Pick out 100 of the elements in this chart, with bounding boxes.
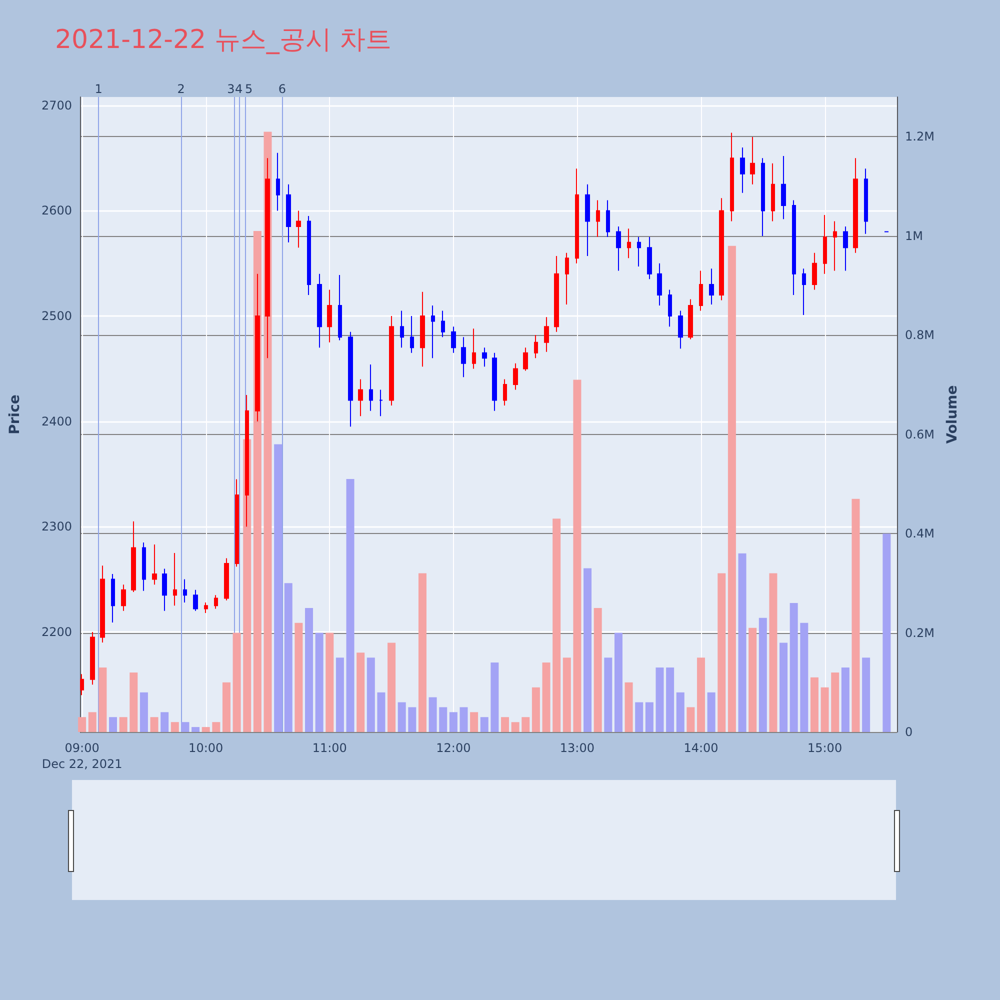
candlestick bbox=[162, 568, 167, 612]
candlestick bbox=[193, 589, 198, 612]
bar bbox=[428, 697, 437, 732]
bar bbox=[758, 618, 767, 732]
candlestick bbox=[276, 152, 280, 212]
y-tick-label: 2300 bbox=[41, 520, 72, 534]
candlestick bbox=[771, 162, 775, 222]
y2-tick-label: 0.6M bbox=[905, 427, 934, 442]
candlestick bbox=[812, 252, 817, 290]
candlestick bbox=[802, 268, 806, 316]
bar bbox=[170, 722, 179, 732]
bar bbox=[594, 608, 602, 732]
candlestick bbox=[327, 289, 332, 343]
y-tick-label: 2600 bbox=[41, 204, 72, 218]
bar bbox=[470, 712, 478, 732]
bar bbox=[542, 662, 550, 732]
candlestick bbox=[554, 256, 559, 332]
y2-tick-label: 0 bbox=[905, 725, 913, 739]
candlestick bbox=[338, 274, 342, 341]
candlestick bbox=[688, 298, 693, 340]
candlestick bbox=[740, 147, 745, 194]
bar bbox=[480, 717, 488, 732]
candlestick bbox=[369, 364, 373, 412]
bar bbox=[532, 687, 540, 732]
bar bbox=[181, 722, 190, 732]
x-tick-label: 14:00 bbox=[684, 741, 718, 755]
candlestick bbox=[565, 252, 569, 305]
candlestick bbox=[585, 184, 590, 257]
bar bbox=[738, 553, 746, 732]
candlestick bbox=[761, 158, 765, 237]
bar bbox=[780, 642, 788, 732]
bar bbox=[573, 380, 582, 732]
bar bbox=[666, 668, 674, 732]
candlestick bbox=[864, 168, 868, 234]
bar bbox=[862, 658, 870, 732]
bar bbox=[130, 672, 138, 732]
y-tick-label: 2200 bbox=[41, 624, 72, 639]
bar bbox=[398, 702, 406, 732]
bar bbox=[501, 717, 510, 732]
bar bbox=[841, 668, 850, 732]
bar bbox=[119, 717, 128, 732]
candlestick bbox=[627, 228, 631, 259]
bar bbox=[624, 682, 633, 732]
candlestick bbox=[678, 310, 683, 350]
candlestick bbox=[307, 215, 311, 296]
candlestick bbox=[431, 305, 435, 359]
candlestick bbox=[709, 268, 714, 305]
ref-line-label: 4 bbox=[235, 82, 243, 96]
bar bbox=[562, 658, 571, 732]
candlestick bbox=[482, 347, 487, 368]
candlestick bbox=[152, 544, 157, 586]
bar bbox=[305, 608, 314, 732]
x-tick-label: 11:00 bbox=[312, 741, 347, 755]
candlestick bbox=[853, 158, 858, 254]
candlestick bbox=[286, 184, 291, 243]
bar bbox=[748, 628, 757, 732]
ref-line-label: 3 bbox=[227, 82, 235, 96]
bar bbox=[222, 682, 230, 732]
bar bbox=[418, 573, 426, 732]
bar bbox=[439, 707, 448, 732]
candlestick bbox=[183, 578, 187, 603]
candlestick bbox=[245, 394, 249, 528]
ref-line-label: 5 bbox=[245, 82, 253, 96]
candlestick bbox=[173, 552, 177, 606]
candlestick bbox=[699, 270, 703, 312]
candlestick bbox=[792, 200, 796, 296]
candlestick bbox=[224, 558, 229, 601]
bar bbox=[718, 573, 726, 732]
bar bbox=[490, 662, 499, 732]
y2-tick-label: 1.2M bbox=[905, 130, 934, 144]
bar bbox=[109, 717, 118, 732]
candlestick bbox=[400, 310, 404, 348]
bar bbox=[831, 672, 840, 732]
bar bbox=[346, 478, 354, 732]
y2-tick-label: 0.4M bbox=[905, 526, 934, 541]
candlestick bbox=[441, 310, 445, 338]
candlestick bbox=[730, 132, 734, 222]
bar bbox=[686, 707, 695, 732]
bar bbox=[212, 722, 220, 732]
x-tick-label: 13:00 bbox=[560, 741, 595, 755]
candlestick bbox=[358, 378, 363, 417]
bar bbox=[150, 717, 158, 732]
bar bbox=[790, 603, 798, 732]
candlestick bbox=[668, 289, 672, 328]
bar bbox=[192, 727, 200, 732]
candlestick bbox=[616, 226, 621, 272]
bar bbox=[769, 573, 778, 732]
bar bbox=[408, 707, 416, 732]
candlestick bbox=[296, 210, 301, 248]
bar bbox=[202, 727, 210, 732]
candlestick bbox=[348, 331, 353, 428]
bar bbox=[140, 692, 148, 732]
ref-line-label: 1 bbox=[94, 82, 102, 96]
candlestick bbox=[420, 291, 425, 368]
candlestick bbox=[637, 236, 641, 268]
bar bbox=[326, 632, 334, 732]
candlestick bbox=[719, 198, 724, 301]
bar bbox=[449, 712, 458, 732]
bar bbox=[460, 707, 468, 732]
bar bbox=[98, 668, 107, 732]
